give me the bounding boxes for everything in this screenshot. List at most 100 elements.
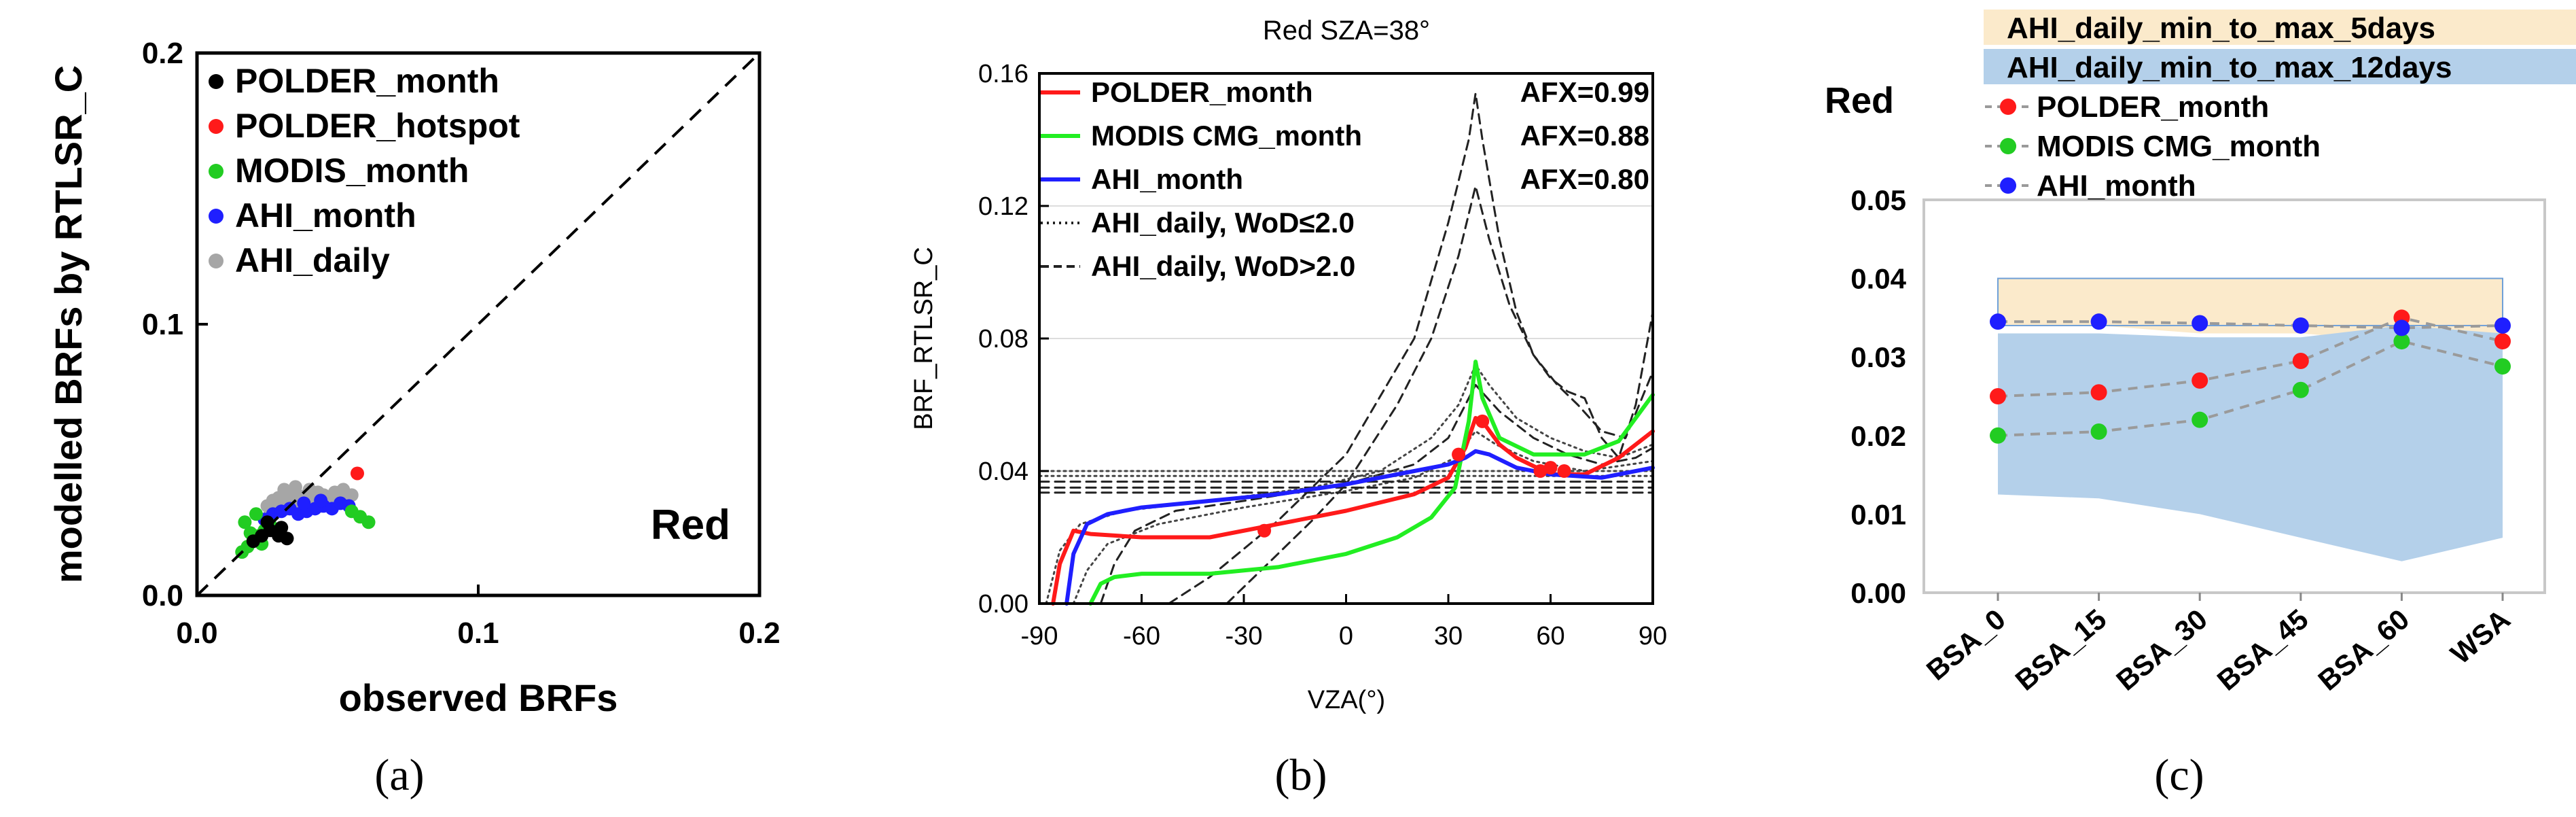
point-polder-month	[2192, 372, 2208, 389]
y-tick-label: 0.02	[1850, 420, 1906, 452]
point-modis-cmg-month	[2090, 423, 2107, 440]
legend-label: MODIS CMG_month	[1091, 120, 1362, 152]
legend-label: POLDER_hotspot	[235, 107, 520, 145]
point-ahi-daily	[344, 488, 359, 502]
series-line-ahi-month	[1065, 449, 1655, 606]
series-line-dashed-2	[1226, 185, 1654, 605]
panel-a-scatter: 0.0 0.1 0.2 0.0 0.1 0.2 observed BRFs modell…	[47, 37, 781, 800]
point-ahi-daily	[288, 480, 302, 494]
panel-annotation: Red	[651, 502, 730, 549]
point-ahi-month	[2292, 317, 2309, 334]
legend-marker	[209, 209, 223, 224]
panel-b-line: Red SZA=38° -90 -60 -30 0 30 60 90 0.00 0.04 0.0…	[910, 16, 1667, 800]
legend-marker	[2000, 138, 2016, 154]
series-line-dotted-2	[1072, 430, 1654, 605]
data-marker	[1557, 464, 1571, 478]
plot-frame	[1922, 198, 2546, 594]
legend-band-swatch	[1984, 10, 2576, 45]
legend-marker	[2000, 177, 2016, 194]
series-line-dashed-3	[1099, 383, 1654, 605]
panel-label: (b)	[1275, 750, 1327, 800]
x-tick-label: 0.1	[457, 616, 499, 650]
point-ahi-month	[314, 493, 328, 508]
x-tick-label: -90	[1021, 622, 1058, 650]
legend-label: AHI_daily_min_to_max_5days	[2007, 12, 2435, 45]
data-marker	[1543, 461, 1558, 475]
x-tick-label: 90	[1639, 622, 1667, 650]
point-polder-month	[280, 532, 294, 546]
data-marker	[1475, 414, 1490, 428]
y-tick-label: 0.2	[142, 37, 183, 70]
point-modis-cmg-month	[2192, 411, 2208, 428]
point-polder-month	[1990, 388, 2006, 404]
point-modis-month	[249, 507, 263, 521]
x-axis-label: observed BRFs	[339, 676, 618, 719]
legend-label: POLDER_month	[1091, 76, 1313, 108]
point-polder-month	[2292, 352, 2309, 369]
point-ahi-month	[297, 496, 311, 510]
data-marker	[1452, 447, 1466, 462]
data-marker	[1257, 523, 1272, 538]
panel-title: Red	[1825, 80, 1894, 121]
legend-label: AHI_month	[1091, 163, 1243, 195]
panel-label: (a)	[374, 750, 424, 800]
x-tick-label: -30	[1226, 622, 1263, 650]
legend-marker	[209, 254, 223, 268]
legend-afx: AFX=0.88	[1520, 120, 1649, 152]
y-tick-label: 0.08	[978, 325, 1028, 353]
point-polder-hotspot	[350, 466, 364, 481]
point-polder-month	[274, 521, 289, 535]
point-polder-month	[2494, 333, 2511, 350]
y-tick-label: 0.12	[978, 192, 1028, 221]
x-tick-label: 0.2	[738, 616, 780, 650]
point-modis-month	[238, 515, 252, 529]
y-tick-label: 0.04	[1850, 263, 1906, 295]
panel-label: (c)	[2154, 750, 2204, 800]
point-modis-month	[361, 515, 376, 529]
point-modis-cmg-month	[2292, 381, 2309, 398]
y-tick-label: 0.16	[978, 60, 1028, 88]
legend-marker	[209, 119, 223, 134]
point-ahi-daily	[302, 483, 317, 497]
band-ahi-daily-min-to-max-12days	[1998, 326, 2503, 561]
point-modis-cmg-month	[2393, 333, 2410, 350]
point-ahi-month	[2494, 317, 2511, 334]
legend-label: AHI_daily	[235, 241, 390, 279]
y-tick-label: 0.00	[978, 590, 1028, 619]
y-tick-label: 0.1	[142, 308, 183, 341]
series-line-dashed-1	[1168, 92, 1654, 605]
series-line-ahi-month	[1998, 320, 2503, 330]
x-tick-label: 0	[1339, 622, 1353, 650]
point-ahi-daily	[277, 483, 291, 497]
legend-label: MODIS_month	[235, 152, 469, 190]
legend-label: MODIS CMG_month	[2037, 130, 2321, 163]
chart-title: Red SZA=38°	[1263, 16, 1430, 46]
legend-marker	[2000, 99, 2016, 115]
y-axis-label: modelled BRFs by RTLSR_C	[47, 65, 90, 583]
y-tick-label: 0.0	[142, 579, 183, 612]
y-tick-label: 0.01	[1850, 498, 1906, 530]
one-to-one-line	[196, 52, 761, 597]
y-tick-label: 0.05	[1850, 184, 1906, 216]
x-tick-label: 0.0	[176, 616, 217, 650]
point-ahi-month	[1990, 313, 2006, 330]
point-polder-month	[2090, 384, 2107, 401]
point-modis-cmg-month	[2494, 358, 2511, 375]
series-line-polder-month	[1997, 316, 2503, 398]
legend-label: POLDER_month	[235, 62, 499, 100]
data-marker	[1533, 464, 1548, 478]
legend-label: POLDER_month	[2037, 90, 2269, 124]
x-tick-label: -60	[1123, 622, 1160, 650]
x-tick-label: 30	[1434, 622, 1463, 650]
x-tick-label: 60	[1536, 622, 1564, 650]
point-ahi-month	[2393, 319, 2410, 336]
legend-label: AHI_daily_min_to_max_12days	[2007, 51, 2452, 84]
legend-afx: AFX=0.80	[1520, 163, 1649, 195]
x-axis-label: VZA(°)	[1308, 686, 1385, 714]
y-tick-label: 0.03	[1850, 341, 1906, 373]
legend-label: AHI_month	[235, 196, 416, 234]
y-axis-label: BRF_RTLSR_C	[910, 247, 938, 430]
legend-marker	[209, 74, 223, 89]
series-line-modis-cmg-month	[1088, 360, 1655, 606]
